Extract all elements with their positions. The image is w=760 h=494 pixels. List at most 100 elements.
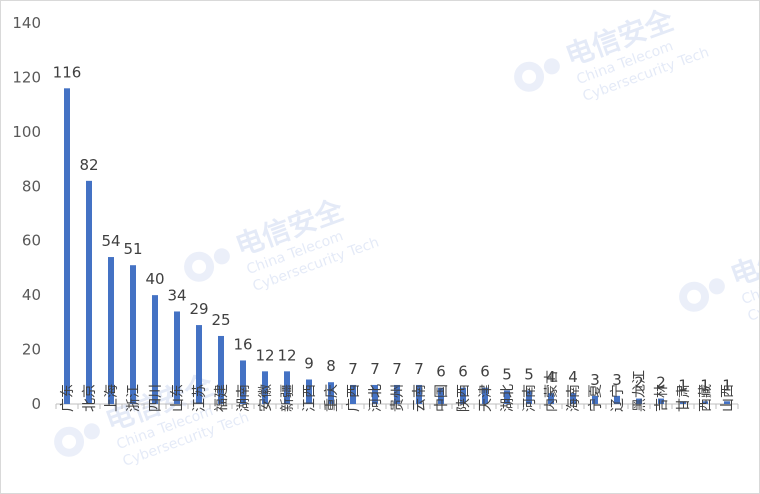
x-tick-label-15: 贵州	[390, 384, 406, 412]
x-tick-label-25: 辽宁	[609, 384, 626, 412]
x-tick-label-8: 湖南	[236, 384, 252, 412]
bar-30	[724, 401, 730, 404]
x-tick-label-16: 云南	[412, 384, 428, 412]
data-label-0: 116	[53, 63, 82, 81]
y-tick-label: 100	[12, 123, 41, 141]
y-tick-label: 40	[22, 286, 41, 304]
bars-layer	[64, 88, 730, 405]
x-tick-label-1: 北京	[82, 384, 98, 412]
x-tick-label-2: 上海	[104, 384, 120, 412]
bar-10	[284, 371, 290, 404]
data-label-18: 6	[458, 363, 468, 381]
y-tick-label: 20	[22, 341, 41, 359]
x-tick-label-23: 海南	[566, 384, 582, 412]
bar-26	[636, 398, 642, 404]
bar-0	[64, 88, 70, 405]
bar-28	[680, 401, 686, 404]
bar-24	[592, 395, 598, 404]
data-label-23: 4	[568, 368, 578, 386]
y-tick-label: 80	[22, 177, 41, 195]
data-label-20: 5	[502, 365, 512, 383]
bar-14	[372, 384, 378, 404]
data-label-17: 6	[436, 363, 446, 381]
y-tick-label: 60	[22, 232, 41, 250]
x-tick-label-30: 山西	[720, 384, 736, 412]
data-label-4: 40	[145, 270, 164, 288]
bar-7	[218, 335, 224, 404]
x-tick-label-28: 甘肃	[676, 384, 692, 412]
x-tick-label-11: 江西	[302, 384, 318, 412]
data-label-14: 7	[370, 360, 380, 378]
x-tick-label-24: 宁夏	[587, 384, 604, 412]
data-label-1: 82	[79, 156, 98, 174]
bar-12	[328, 382, 334, 404]
bar-3	[130, 265, 136, 404]
bar-16	[416, 384, 422, 404]
bar-15	[394, 384, 400, 404]
watermark-logo-center	[687, 289, 702, 304]
watermark-logo-dot	[708, 278, 725, 295]
bar-21	[526, 390, 532, 404]
watermark-logo-dot	[83, 423, 100, 440]
data-label-2: 54	[101, 232, 120, 250]
x-tick-label-3: 浙江	[126, 384, 142, 412]
bar-2	[108, 257, 114, 404]
data-label-13: 7	[348, 360, 358, 378]
data-label-15: 7	[392, 360, 402, 378]
bar-1	[86, 180, 92, 404]
watermark-logo-dot	[213, 248, 230, 265]
x-tick-label-19: 天津	[478, 384, 494, 412]
bar-22	[548, 393, 554, 404]
x-tick-label-0: 广东	[60, 384, 76, 412]
bar-5	[174, 311, 180, 404]
y-tick-label: 120	[12, 68, 41, 86]
x-tick-label-17: 中国	[434, 384, 450, 412]
y-tick-label: 0	[31, 395, 41, 413]
bar-8	[240, 360, 246, 404]
bar-11	[306, 379, 312, 404]
data-label-3: 51	[123, 240, 142, 258]
x-tick-label-26: 黑龙江	[632, 370, 648, 412]
data-label-8: 16	[233, 335, 252, 353]
bar-27	[658, 398, 664, 404]
x-tick-label-13: 广西	[346, 384, 362, 412]
watermark-logo-center	[192, 259, 207, 274]
watermark-logo-center	[62, 434, 77, 449]
x-tick-label-20: 湖北	[500, 384, 516, 412]
bar-20	[504, 390, 510, 404]
data-label-6: 29	[189, 300, 208, 318]
data-label-29: 1	[700, 376, 710, 394]
bar-29	[702, 401, 708, 404]
data-label-11: 9	[304, 355, 314, 373]
data-label-22: 4	[546, 368, 556, 386]
watermark-logo-dot	[543, 58, 560, 75]
x-tick-label-9: 安徽	[258, 384, 274, 412]
watermark-logo-center	[522, 69, 537, 84]
x-tick-label-4: 四川	[148, 384, 164, 412]
labels-layer: 116广东82北京54上海51浙江40四川34山东29江苏25福建16湖南12安…	[53, 63, 736, 412]
bar-9	[262, 371, 268, 404]
bar-19	[482, 387, 488, 404]
data-label-19: 6	[480, 363, 490, 381]
bar-25	[614, 395, 620, 404]
bar-4	[152, 295, 158, 404]
data-label-9: 12	[255, 346, 274, 364]
data-label-24: 3	[590, 371, 600, 389]
x-tick-label-22: 内蒙古	[544, 370, 560, 412]
bar-23	[570, 393, 576, 404]
watermark-brand: 电信安全	[726, 223, 759, 293]
x-tick-label-18: 陕西	[456, 384, 472, 412]
data-label-30: 1	[722, 376, 732, 394]
x-tick-label-29: 西藏	[698, 384, 714, 412]
x-tick-label-6: 江苏	[192, 384, 208, 412]
x-tick-label-10: 新疆	[280, 384, 296, 412]
data-label-7: 25	[211, 311, 230, 329]
x-tick-label-7: 福建	[214, 384, 230, 412]
